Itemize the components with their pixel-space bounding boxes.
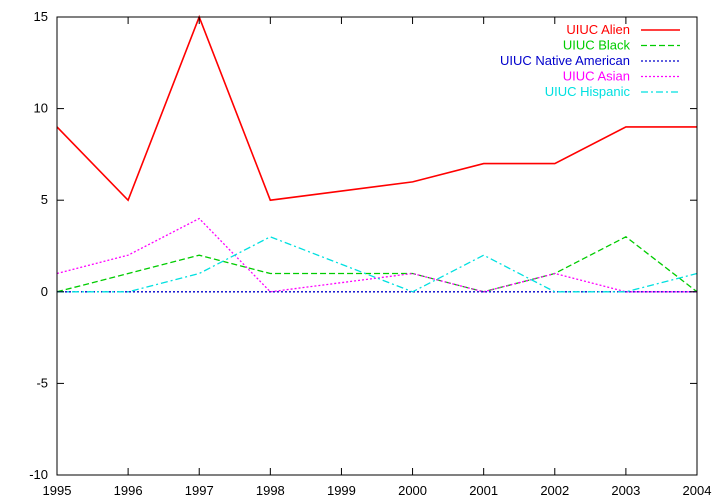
y-tick-label: 15 [34,9,48,24]
x-tick-label: 1995 [43,483,72,498]
legend-label: UIUC Native American [500,53,630,68]
series-line [56,14,697,202]
x-tick-label: 1999 [327,483,356,498]
series-layer [56,14,698,293]
series-line [56,236,698,293]
x-tick-label: 1997 [185,483,214,498]
legend-label: UIUC Asian [563,69,630,84]
x-tick-label: 2000 [398,483,427,498]
legend-item-2: UIUC Native American [500,53,680,68]
y-tick-label: -10 [29,467,48,482]
legend-label: UIUC Black [563,38,631,53]
ticks-layer: 1995 1996 1997 1998 1999 2000 2001 2002 2003 2004… [29,9,711,498]
x-tick-label: 2001 [469,483,498,498]
series-1 [56,236,698,293]
legend-item-0: UIUC Alien [566,22,680,37]
series-line [57,236,698,293]
y-tick-label: 5 [41,192,48,207]
x-tick-label: 1998 [256,483,285,498]
y-tick-label: 0 [41,284,48,299]
plot-frame [56,16,698,476]
series-3 [56,217,697,293]
x-tick-label: 2002 [540,483,569,498]
series-0 [56,14,697,202]
legend-item-4: UIUC Hispanic [545,84,680,99]
legend-label: UIUC Hispanic [545,84,631,99]
legend-label: UIUC Alien [566,22,630,37]
x-tick-label: 1996 [114,483,143,498]
legend-item-3: UIUC Asian [563,69,680,84]
y-tick-label: -5 [36,375,48,390]
series-line [56,217,697,293]
series-4 [57,236,698,293]
x-tick-label: 2004 [683,483,712,498]
y-tick-label: 10 [34,101,48,116]
legend-item-1: UIUC Black [563,38,680,53]
x-tick-label: 2003 [611,483,640,498]
